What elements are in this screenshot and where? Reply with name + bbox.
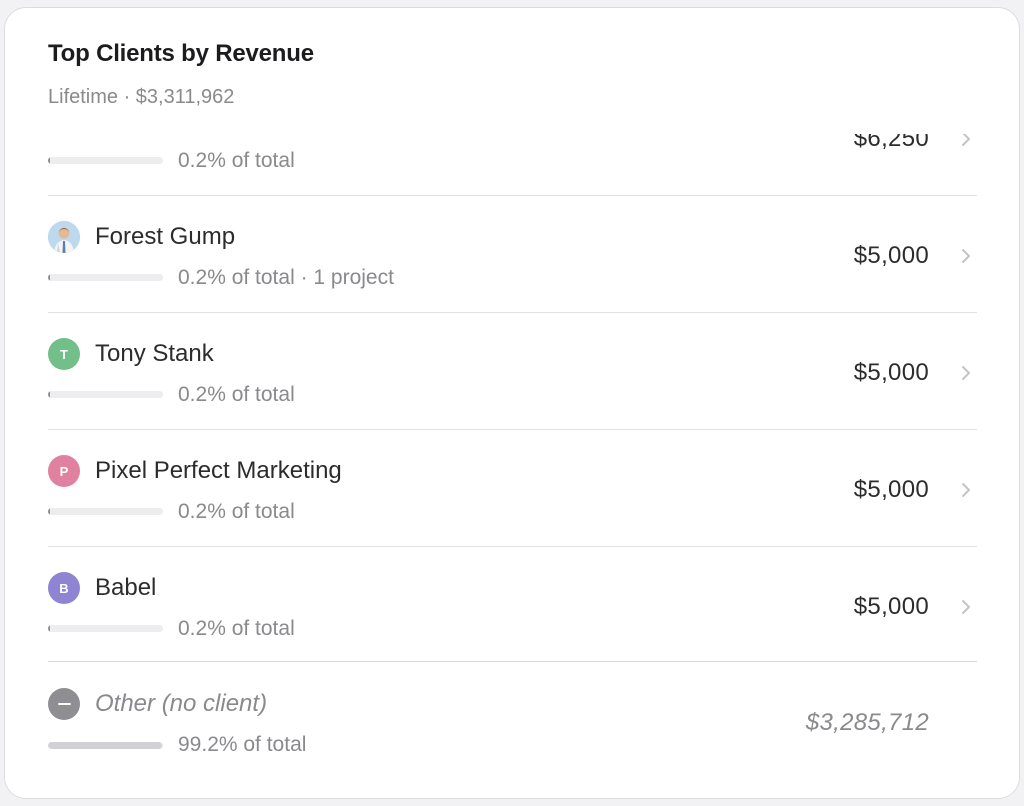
revenue-share-bar <box>48 274 163 281</box>
revenue-share-text: 0.2% of total <box>178 383 295 406</box>
client-avatar: P <box>48 455 80 487</box>
revenue-share-text: 0.2% of total · 1 project <box>178 266 394 289</box>
revenue-share-bar-fill <box>48 742 163 749</box>
revenue-amount: $6,250 <box>853 134 929 152</box>
divider <box>48 429 977 430</box>
revenue-amount: $5,000 <box>853 359 929 386</box>
minus-icon <box>48 688 80 720</box>
chevron-right-icon[interactable] <box>959 597 973 617</box>
revenue-amount: $5,000 <box>853 476 929 503</box>
client-row[interactable]: Forest Gump 0.2% of total · 1 project $5,0… <box>5 196 1019 313</box>
client-list[interactable]: 0.2% of total $6,250 Forest Gump 0.2% of to… <box>5 134 1019 669</box>
revenue-amount: $5,000 <box>853 593 929 620</box>
chevron-right-icon[interactable] <box>959 363 973 383</box>
divider <box>48 661 977 662</box>
client-row[interactable]: T Tony Stank 0.2% of total $5,000 <box>5 313 1019 430</box>
client-row[interactable]: P Pixel Perfect Marketing 0.2% of total $5,… <box>5 430 1019 547</box>
revenue-share-bar-fill <box>48 625 50 632</box>
top-clients-card: Top Clients by Revenue Lifetime · $3,311… <box>4 7 1020 799</box>
client-name: Forest Gump <box>95 223 236 250</box>
chevron-right-icon[interactable] <box>959 246 973 266</box>
revenue-share-bar-fill <box>48 391 50 398</box>
card-subtitle: Lifetime · $3,311,962 <box>48 86 235 108</box>
revenue-share-bar-fill <box>48 157 50 164</box>
client-avatar: T <box>48 338 80 370</box>
chevron-right-icon[interactable] <box>959 480 973 500</box>
client-name: Tony Stank <box>95 340 214 367</box>
revenue-share-text: 0.2% of total <box>178 500 295 523</box>
revenue-share-bar <box>48 391 163 398</box>
divider <box>48 195 977 196</box>
client-avatar: B <box>48 572 80 604</box>
revenue-share-text: 0.2% of total <box>178 149 295 172</box>
revenue-amount: $5,000 <box>853 242 929 269</box>
revenue-share-text: 0.2% of total <box>178 617 295 640</box>
revenue-share-bar-fill <box>48 508 50 515</box>
revenue-share-text: 99.2% of total <box>178 733 307 756</box>
revenue-share-bar <box>48 742 163 749</box>
other-no-client-row: Other (no client) 99.2% of total $3,285,… <box>5 661 1019 798</box>
chevron-right-icon[interactable] <box>959 134 973 149</box>
card-title: Top Clients by Revenue <box>48 40 314 67</box>
client-avatar <box>48 221 80 253</box>
client-name: Pixel Perfect Marketing <box>95 457 342 484</box>
revenue-share-bar <box>48 157 163 164</box>
client-row[interactable]: 0.2% of total $6,250 <box>5 134 1019 196</box>
revenue-share-bar <box>48 625 163 632</box>
divider <box>48 546 977 547</box>
revenue-share-bar <box>48 508 163 515</box>
client-name: Babel <box>95 574 157 601</box>
divider <box>48 312 977 313</box>
client-row[interactable]: B Babel 0.2% of total $5,000 <box>5 547 1019 664</box>
revenue-share-bar-fill <box>48 274 50 281</box>
revenue-amount: $3,285,712 <box>805 709 929 736</box>
other-client-name: Other (no client) <box>95 690 268 717</box>
